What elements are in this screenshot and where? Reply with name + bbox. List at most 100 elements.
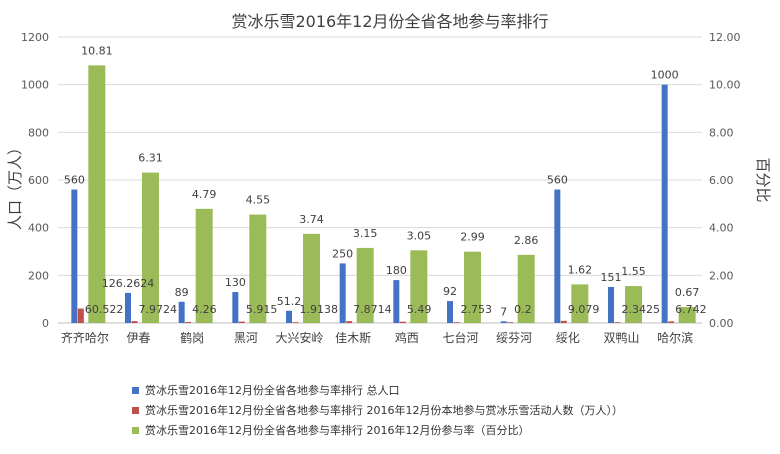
x-tick-label: 鸡西 xyxy=(395,330,419,345)
bar xyxy=(178,301,185,323)
bar-data-label: 92 xyxy=(443,285,457,298)
bar-data-label: 2.99 xyxy=(460,231,485,244)
bar-data-label: 4.55 xyxy=(246,194,271,207)
y2-tick-label: 0.00 xyxy=(709,317,734,330)
x-tick-label: 绥芬河 xyxy=(496,331,532,345)
bar-data-label: 0.67 xyxy=(675,286,700,299)
bar-data-label: 4.79 xyxy=(192,188,217,201)
bar-data-label: 180 xyxy=(386,264,407,277)
bar-data-label: 1.55 xyxy=(621,265,646,278)
y2-tick-label: 4.00 xyxy=(709,222,734,235)
gridlines xyxy=(58,36,702,324)
y2-tick-label: 2.00 xyxy=(709,269,734,282)
bar-data-label: 250 xyxy=(332,247,353,260)
x-tick-label: 大兴安岭 xyxy=(275,330,323,345)
bar xyxy=(71,189,78,323)
bars xyxy=(71,65,696,324)
bar xyxy=(185,321,192,323)
x-tick-label: 黑河 xyxy=(234,331,258,345)
bar xyxy=(507,322,514,323)
bar-data-label: 2.753 xyxy=(461,303,493,316)
bar-data-label: 1.62 xyxy=(568,263,593,276)
legend: 赏冰乐雪2016年12月份全省各地参与率排行 总人口 赏冰乐雪2016年12月份… xyxy=(132,380,623,440)
bar xyxy=(339,263,346,323)
bar-data-label: 3.15 xyxy=(353,227,378,240)
y2-tick-label: 10.00 xyxy=(709,79,741,92)
bar xyxy=(346,321,353,323)
bar xyxy=(560,320,567,323)
bar xyxy=(249,214,267,323)
x-tick-label: 伊春 xyxy=(126,331,150,345)
bar-data-label: 4.26 xyxy=(192,303,217,316)
bar-data-label: 560 xyxy=(547,174,568,187)
bar-data-label: 0.2 xyxy=(514,303,532,316)
y-tick-label: 0 xyxy=(42,317,49,330)
bar-data-label: 2.86 xyxy=(514,234,539,247)
bar-data-label: 60.522 xyxy=(85,303,124,316)
bar-data-label: 130 xyxy=(225,276,246,289)
bar-data-label: 2.3425 xyxy=(622,303,661,316)
y2-tick-label: 6.00 xyxy=(709,174,734,187)
y-tick-label: 600 xyxy=(28,174,49,187)
bar xyxy=(195,208,213,323)
bar xyxy=(625,286,642,323)
bar xyxy=(668,321,675,323)
bar xyxy=(131,321,138,323)
bar xyxy=(678,307,696,323)
bar xyxy=(554,189,561,323)
bar xyxy=(286,310,292,323)
bar-data-label: 5.49 xyxy=(407,303,432,316)
legend-item-participation-rate: 赏冰乐雪2016年12月份全省各地参与率排行 2016年12月份参与率（百分比） xyxy=(132,420,623,440)
y2-axis-ticks: 0.00 2.00 4.00 6.00 8.00 10.00 12.00 xyxy=(709,31,741,330)
bar xyxy=(500,321,507,323)
y-axis-ticks: 0 200 400 600 800 1000 1200 xyxy=(21,31,49,330)
bar xyxy=(614,322,621,323)
y-axis-label: 人口（万人） xyxy=(6,140,24,230)
y-tick-label: 800 xyxy=(28,126,49,139)
bar-data-label: 89 xyxy=(175,286,189,299)
bar-data-label: 51.2 xyxy=(277,295,302,308)
legend-swatch-green xyxy=(132,426,139,434)
bar xyxy=(393,280,400,323)
bar-data-label: 6.31 xyxy=(138,152,163,165)
bar xyxy=(608,287,614,323)
chart-title: 赏冰乐雪2016年12月份全省各地参与率排行 xyxy=(231,12,548,31)
bar xyxy=(453,322,460,323)
bar xyxy=(447,301,453,323)
bar xyxy=(410,250,428,323)
y-tick-label: 200 xyxy=(28,269,49,282)
bar xyxy=(303,233,320,323)
y-tick-label: 1000 xyxy=(21,79,49,92)
bar-data-label: 7 xyxy=(500,305,507,318)
x-tick-label: 齐齐哈尔 xyxy=(61,330,109,345)
legend-label: 赏冰乐雪2016年12月份全省各地参与率排行 2016年12月份参与率（百分比） xyxy=(145,424,530,437)
bar xyxy=(399,321,406,323)
bar-data-label: 1000 xyxy=(651,69,679,82)
bar-data-label: 6.742 xyxy=(675,303,707,316)
y-tick-label: 400 xyxy=(28,222,49,235)
bar xyxy=(517,254,535,323)
x-tick-label: 七台河 xyxy=(442,330,478,345)
x-tick-label: 佳木斯 xyxy=(335,331,371,345)
y-tick-label: 1200 xyxy=(21,31,49,44)
bar-data-label: 3.74 xyxy=(299,213,324,226)
bar xyxy=(125,292,131,323)
bar-data-label: 7.9724 xyxy=(139,303,178,316)
bar-data-label: 126.2624 xyxy=(102,277,155,290)
bar-data-label: 7.8714 xyxy=(353,303,392,316)
bar xyxy=(232,292,239,323)
bar-data-labels: 560 126.2624 89 130 51.2 250 180 92 7 560 151 1000 6… xyxy=(64,44,707,318)
x-tick-label: 哈尔滨 xyxy=(657,330,693,345)
legend-item-total-population: 赏冰乐雪2016年12月份全省各地参与率排行 总人口 xyxy=(132,380,623,400)
legend-label: 赏冰乐雪2016年12月份全省各地参与率排行 2016年12月份本地参与赏冰乐雪… xyxy=(145,404,623,417)
y2-tick-label: 12.00 xyxy=(709,31,741,44)
bar xyxy=(464,251,481,323)
bar xyxy=(571,284,589,323)
x-tick-label: 绥化 xyxy=(556,331,580,345)
bar-data-label: 5.915 xyxy=(246,303,277,316)
y2-tick-label: 8.00 xyxy=(709,126,734,139)
legend-item-participants: 赏冰乐雪2016年12月份全省各地参与率排行 2016年12月份本地参与赏冰乐雪… xyxy=(132,400,623,420)
bar xyxy=(661,84,668,324)
x-axis-ticks: 齐齐哈尔 伊春 鹤岗 黑河 大兴安岭 佳木斯 鸡西 七台河 绥芬河 绥化 双鸭山 哈尔滨 xyxy=(61,330,693,345)
